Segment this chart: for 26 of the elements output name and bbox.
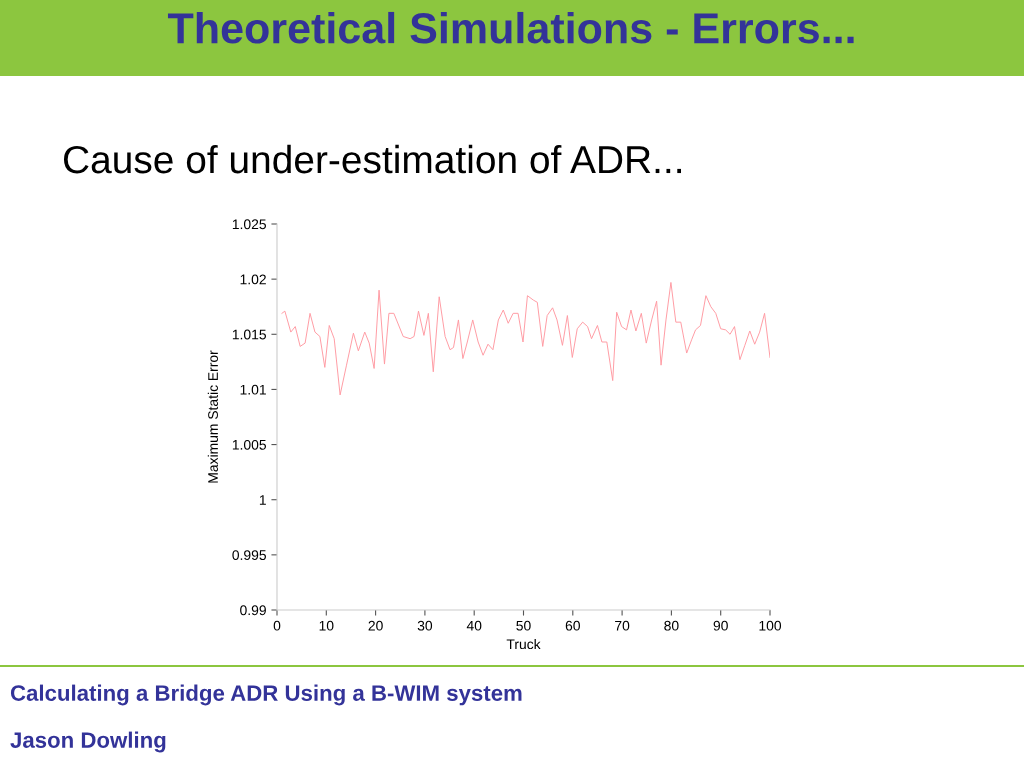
x-tick-label: 40 — [466, 620, 482, 631]
x-axis-title: Truck — [506, 638, 541, 650]
x-tick-label: 90 — [713, 620, 728, 631]
y-tick-label: 1.025 — [232, 219, 266, 230]
x-tick-label: 60 — [565, 620, 580, 631]
x-tick-label: 0 — [273, 620, 281, 631]
y-tick-label: 1 — [259, 495, 266, 505]
chart-subtitle: Cause of under-estimation of ADR... — [63, 144, 681, 174]
x-tick-label: 20 — [368, 620, 383, 631]
y-tick-label: 1.01 — [240, 384, 266, 395]
x-tick-label: 100 — [759, 620, 782, 631]
text: Jason Dowling — [10, 731, 166, 753]
text: Calculating a Bridge ADR Using a B-WIM system — [10, 684, 522, 706]
y-axis-title: Maximum Static Error — [207, 350, 218, 483]
y-tick-label: 0.995 — [232, 550, 266, 561]
x-tick-label: 50 — [516, 620, 531, 631]
chart-title: Theoretical Simulations - Errors... — [167, 11, 854, 44]
x-tick-label: 30 — [417, 620, 433, 631]
y-tick-label: 1.005 — [232, 439, 266, 450]
x-tick-label: 80 — [664, 620, 679, 631]
line-series — [281, 281, 770, 396]
y-tick-label: 1.02 — [240, 274, 266, 285]
x-tick-label: 10 — [319, 620, 334, 631]
y-tick-label: 0.99 — [240, 605, 266, 616]
y-tick-label: 1.015 — [232, 329, 266, 340]
x-tick-label: 70 — [615, 620, 630, 631]
